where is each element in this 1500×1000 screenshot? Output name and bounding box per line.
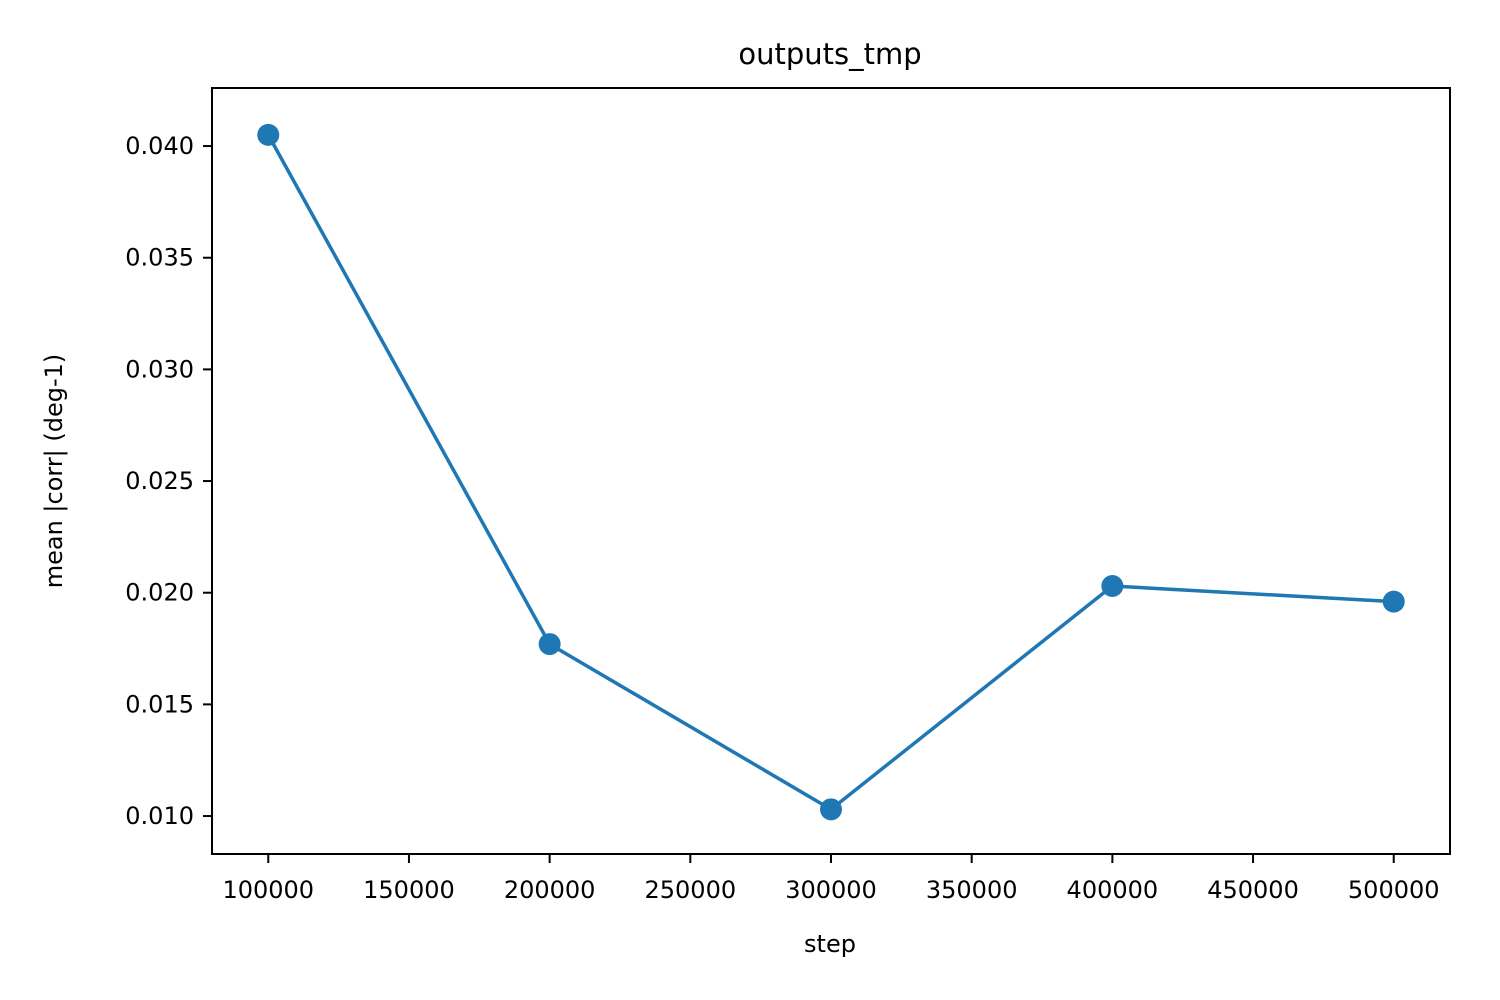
plot-area: [211, 87, 1451, 855]
data-point: [1382, 590, 1405, 613]
y-tick-label: 0.040: [125, 132, 194, 160]
y-axis-label: mean |corr| (deg-1): [40, 354, 68, 589]
x-tick-label: 100000: [222, 876, 314, 904]
x-axis-label: step: [804, 930, 856, 958]
x-tick-label: 250000: [645, 876, 737, 904]
data-point: [257, 123, 280, 146]
y-tick-label: 0.020: [125, 579, 194, 607]
x-tick-label: 350000: [926, 876, 1018, 904]
x-tick-label: 400000: [1067, 876, 1159, 904]
x-tick-label: 150000: [363, 876, 455, 904]
data-point: [820, 798, 842, 821]
data-point: [538, 633, 561, 656]
x-tick-label: 300000: [785, 876, 877, 904]
x-tick-label: 200000: [504, 876, 596, 904]
series-layer: [257, 123, 1405, 821]
y-tick-label: 0.010: [125, 802, 194, 830]
y-tick-label: 0.015: [125, 690, 194, 718]
x-tick-label: 500000: [1348, 876, 1440, 904]
y-axis-ticks: 0.010 0.015 0.020 0.025 0.030 0.035 0.040: [125, 132, 212, 830]
y-tick-label: 0.025: [125, 467, 194, 495]
x-tick-label: 450000: [1207, 876, 1299, 904]
chart-title: outputs_tmp: [738, 37, 921, 71]
y-tick-label: 0.030: [125, 355, 194, 383]
y-tick-label: 0.035: [125, 244, 194, 272]
x-axis-ticks: 100000 150000 200000 250000 300000 350000 4000…: [222, 854, 1440, 904]
data-point: [1101, 575, 1124, 598]
